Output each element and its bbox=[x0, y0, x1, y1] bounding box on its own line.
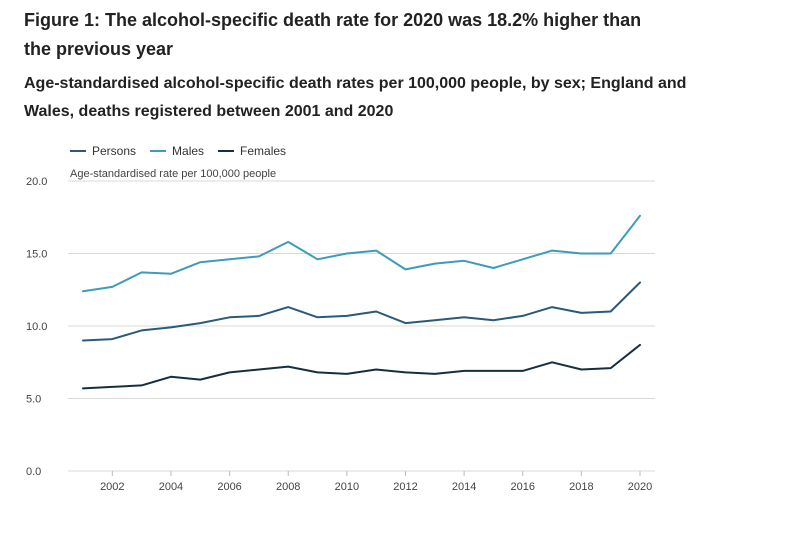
chart-legend: Persons Males Females bbox=[70, 142, 286, 160]
legend-label-males: Males bbox=[172, 144, 205, 158]
legend-item-males[interactable]: Males bbox=[150, 144, 204, 158]
x-tick-label: 2006 bbox=[217, 481, 241, 493]
x-tick-label: 2004 bbox=[159, 481, 183, 493]
x-tick-label: 2008 bbox=[276, 481, 300, 493]
legend-label-persons: Persons bbox=[92, 144, 137, 158]
series-line-males bbox=[82, 214, 641, 293]
figure-subtitle: Age-standardised alcohol-specific death … bbox=[24, 75, 687, 120]
series-line-females bbox=[82, 343, 641, 390]
x-tick-label: 2012 bbox=[393, 481, 417, 493]
y-tick-label: 15.0 bbox=[26, 249, 47, 261]
y-axis-label: Age-standardised rate per 100,000 people bbox=[70, 168, 276, 180]
figure-title: Figure 1: The alcohol-specific death rat… bbox=[24, 10, 642, 59]
x-tick-label: 2002 bbox=[100, 481, 124, 493]
legend-item-females[interactable]: Females bbox=[218, 144, 286, 158]
y-tick-label: 0.0 bbox=[26, 466, 41, 478]
y-tick-label: 5.0 bbox=[26, 394, 41, 406]
legend-swatch-females bbox=[218, 150, 235, 152]
legend-item-persons[interactable]: Persons bbox=[70, 144, 136, 158]
legend-label-females: Females bbox=[240, 144, 287, 158]
legend-swatch-persons bbox=[70, 150, 86, 152]
x-tick-label: 2010 bbox=[335, 481, 359, 493]
x-tick-label: 2020 bbox=[628, 481, 652, 493]
x-tick-label: 2018 bbox=[569, 481, 593, 493]
y-tick-label: 20.0 bbox=[26, 176, 47, 188]
series-line-persons bbox=[82, 281, 641, 342]
y-tick-label: 10.0 bbox=[26, 321, 47, 333]
x-tick-label: 2014 bbox=[452, 481, 476, 493]
legend-swatch-males bbox=[150, 150, 167, 152]
x-tick-label: 2016 bbox=[510, 481, 534, 493]
